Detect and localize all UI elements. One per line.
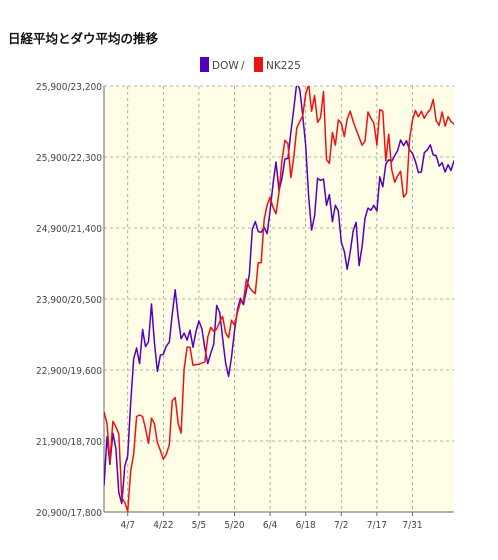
x-tick-label: 6/4 <box>263 520 278 531</box>
y-tick-label: 25,900/22,300 <box>36 153 102 164</box>
series-layer <box>104 86 454 512</box>
y-tick-label: 25,900/23,200 <box>36 82 102 93</box>
y-tick-label: 20,900/17,800 <box>36 508 102 519</box>
x-tick-label: 7/2 <box>334 520 348 531</box>
series-line-nk225 <box>104 86 454 512</box>
legend: DOW / NK225 <box>200 57 301 72</box>
x-tick-label: 4/7 <box>120 520 134 531</box>
y-tick-label: 21,900/18,700 <box>36 437 102 448</box>
y-tick-label: 23,900/20,500 <box>36 295 102 306</box>
legend-separator: / <box>241 60 245 72</box>
legend-label-nk225: NK225 <box>266 60 301 72</box>
y-tick-label: 24,900/21,400 <box>36 224 102 235</box>
x-tick-label: 7/31 <box>402 520 422 531</box>
x-tick-label: 6/18 <box>296 520 316 531</box>
x-axis-tick-labels: 4/7 4/22 5/5 5/20 6/4 6/18 7/2 7/17 7/31 <box>120 512 423 531</box>
legend-swatch-dow <box>200 57 209 72</box>
legend-label-dow: DOW <box>212 60 239 72</box>
grid <box>104 85 454 512</box>
y-tick-label: 22,900/19,600 <box>36 366 102 377</box>
x-tick-label: 4/22 <box>153 520 173 531</box>
y-axis-tick-labels: 20,900/17,800 21,900/18,700 22,900/19,600 2… <box>36 82 102 519</box>
legend-swatch-nk225 <box>254 57 263 72</box>
x-tick-label: 5/5 <box>192 520 206 531</box>
chart-title: 日経平均とダウ平均の推移 <box>8 31 159 46</box>
x-tick-label: 5/20 <box>224 520 244 531</box>
x-tick-label: 7/17 <box>367 520 387 531</box>
